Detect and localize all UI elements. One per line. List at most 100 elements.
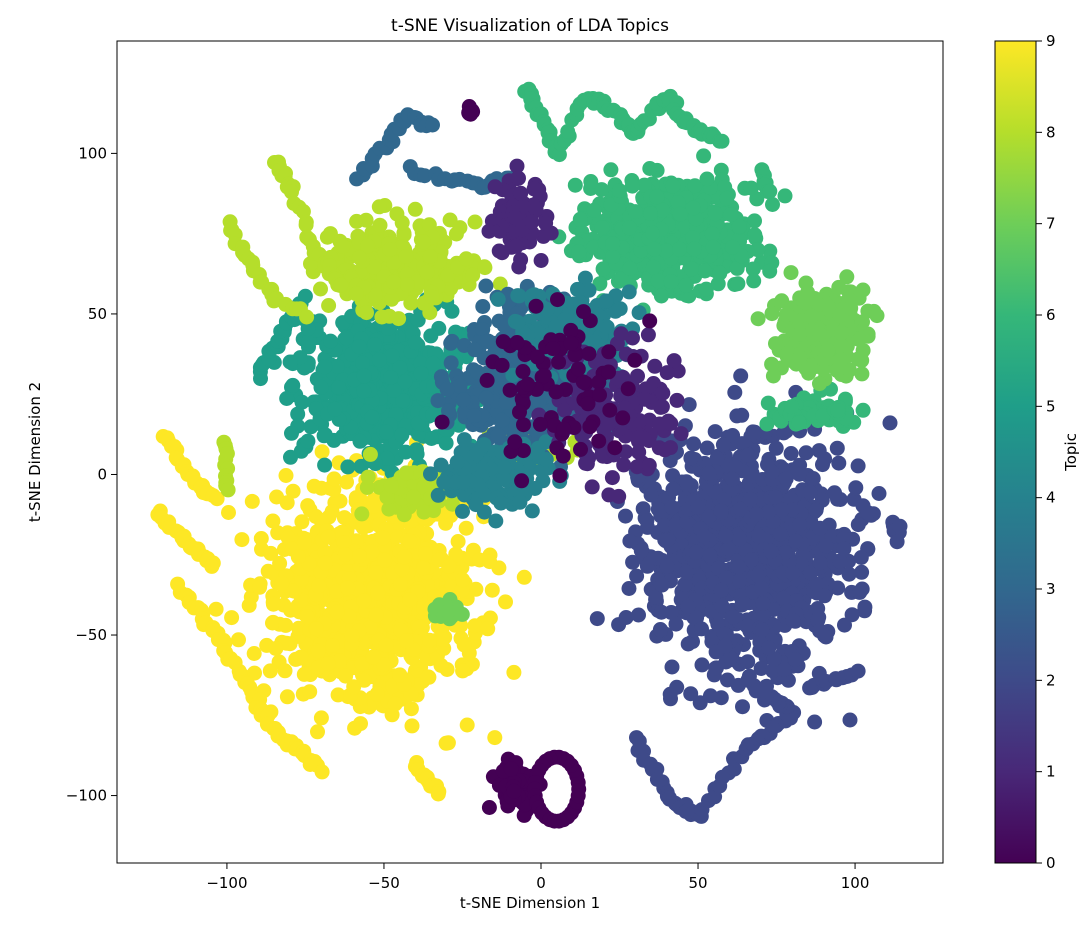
scatter-point — [685, 200, 701, 216]
scatter-point — [808, 502, 824, 518]
scatter-point — [783, 265, 799, 281]
scatter-point — [709, 450, 725, 466]
scatter-point — [699, 171, 715, 187]
scatter-point — [407, 335, 423, 351]
scatter-point — [830, 403, 846, 419]
scatter-point — [598, 293, 614, 309]
scatter-point — [659, 558, 675, 574]
scatter-point — [707, 206, 723, 222]
scatter-point — [730, 276, 746, 292]
scatter-point — [484, 582, 500, 598]
scatter-point — [714, 133, 730, 149]
scatter-point — [652, 622, 668, 637]
scatter-point — [441, 558, 457, 574]
scatter-point — [444, 303, 460, 319]
scatter-point — [755, 596, 771, 611]
scatter-point — [589, 611, 605, 627]
scatter-point — [458, 251, 474, 267]
scatter-point — [854, 366, 870, 382]
scatter-point — [326, 471, 342, 487]
scatter-point — [386, 274, 401, 290]
scatter-point — [650, 501, 666, 517]
scatter-point — [321, 298, 337, 313]
scatter-point — [325, 638, 340, 653]
scatter-point — [818, 538, 834, 554]
scatter-point — [712, 265, 728, 281]
scatter-point — [621, 581, 637, 596]
scatter-point — [455, 663, 471, 679]
scatter-point — [362, 620, 378, 635]
scatter-point — [392, 667, 408, 683]
scatter-point — [817, 628, 832, 644]
scatter-point — [317, 457, 333, 473]
scatter-point — [776, 590, 791, 606]
scatter-point — [787, 652, 803, 667]
scatter-point — [586, 202, 602, 218]
scatter-point — [650, 273, 666, 289]
scatter-point — [448, 226, 464, 242]
scatter-point — [731, 573, 747, 589]
scatter-point — [319, 229, 335, 245]
scatter-point — [231, 632, 246, 648]
scatter-point — [356, 383, 372, 399]
scatter-point — [416, 560, 431, 576]
scatter-point — [420, 669, 436, 685]
scatter-point — [621, 284, 637, 300]
scatter-point — [341, 608, 357, 624]
scatter-point — [454, 606, 470, 622]
scatter-point — [338, 668, 354, 684]
scatter-point — [800, 285, 816, 301]
scatter-point — [792, 326, 807, 342]
scatter-point — [750, 311, 766, 327]
scatter-point — [701, 465, 717, 481]
scatter-point — [475, 299, 491, 314]
scatter-point — [704, 226, 720, 242]
scatter-point — [696, 528, 712, 544]
scatter-point — [490, 427, 506, 443]
chart-title: t-SNE Visualization of LDA Topics — [391, 16, 669, 36]
scatter-point — [443, 355, 459, 371]
scatter-point — [422, 249, 438, 264]
scatter-point — [424, 289, 440, 305]
scatter-point — [646, 241, 662, 257]
scatter-point — [622, 533, 638, 549]
scatter-point — [490, 291, 506, 307]
scatter-point — [280, 529, 296, 545]
scatter-point — [892, 518, 908, 534]
scatter-point — [399, 633, 414, 649]
scatter-point — [618, 508, 633, 524]
scatter-point — [274, 575, 290, 591]
scatter-point — [308, 621, 324, 637]
scatter-point — [313, 710, 329, 726]
scatter-point — [311, 578, 327, 594]
scatter-point — [843, 300, 859, 316]
scatter-point — [244, 493, 260, 509]
scatter-point — [732, 531, 747, 547]
scatter-point — [269, 489, 285, 505]
scatter-point — [252, 579, 268, 595]
scatter-point — [402, 533, 418, 549]
scatter-point — [450, 534, 466, 549]
scatter-point — [747, 227, 763, 243]
scatter-point — [622, 261, 638, 276]
scatter-point — [355, 520, 371, 536]
scatter-point — [467, 214, 483, 230]
scatter-point — [313, 379, 329, 395]
scatter-points — [150, 81, 908, 829]
scatter-point — [754, 622, 770, 638]
scatter-point — [869, 308, 885, 324]
scatter-point — [265, 513, 281, 529]
scatter-point — [639, 513, 655, 528]
scatter-point — [306, 478, 322, 494]
scatter-point — [480, 621, 496, 637]
scatter-point — [263, 545, 279, 561]
scatter-point — [456, 637, 472, 653]
scatter-point — [323, 333, 338, 349]
scatter-point — [285, 377, 301, 393]
scatter-point — [336, 535, 352, 551]
scatter-point — [510, 314, 526, 330]
scatter-point — [798, 445, 814, 461]
scatter-point — [827, 485, 842, 501]
scatter-point — [751, 528, 767, 544]
scatter-point — [272, 555, 288, 571]
